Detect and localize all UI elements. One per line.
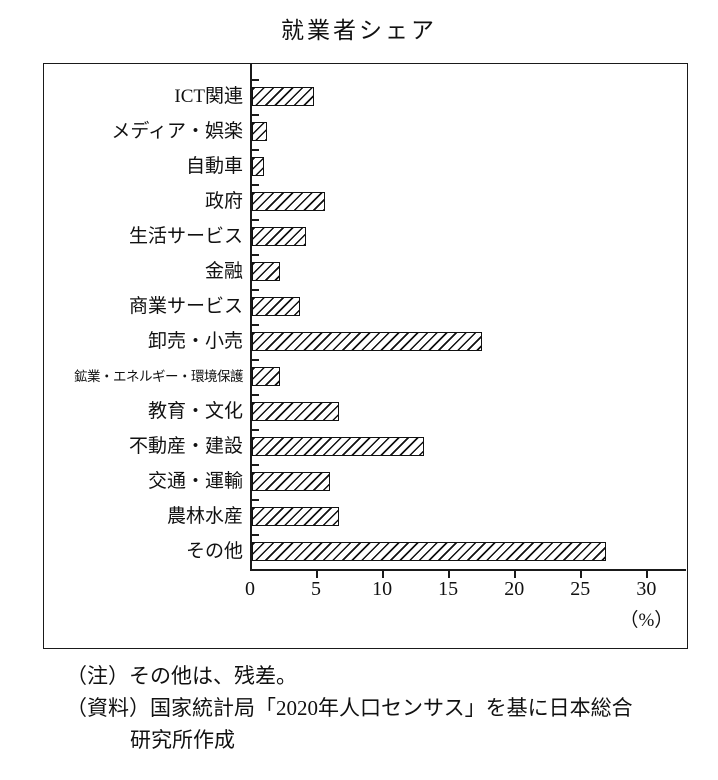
x-axis-tick-15 xyxy=(448,569,450,578)
bar-1 xyxy=(252,122,267,141)
y-axis-line xyxy=(250,64,252,571)
category-boundary-tick xyxy=(252,254,259,256)
bar-12 xyxy=(252,507,340,526)
category-label-13: その他 xyxy=(185,541,243,562)
x-axis-tick-label-30: 30 xyxy=(636,578,657,600)
bar-7 xyxy=(252,332,482,351)
bar-6 xyxy=(252,297,300,316)
bar-2 xyxy=(252,157,264,176)
category-boundary-tick xyxy=(252,149,259,151)
note-text: その他は、残差。 xyxy=(129,664,297,688)
category-boundary-tick xyxy=(252,464,259,466)
bar-4 xyxy=(252,227,307,246)
x-axis-tick-10 xyxy=(382,569,384,578)
note-label: （注） xyxy=(66,664,129,688)
category-label-4: 生活サービス xyxy=(128,226,243,247)
category-label-6: 商業サービス xyxy=(128,296,243,317)
category-boundary-tick xyxy=(252,394,259,396)
category-label-3: 政府 xyxy=(204,191,243,212)
category-label-1: メディア・娯楽 xyxy=(111,121,243,142)
category-label-9: 教育・文化 xyxy=(147,401,243,422)
category-label-7: 卸売・小売 xyxy=(147,331,243,352)
footnotes: （注）その他は、残差。 （資料）国家統計局「2020年人口センサス」を基に日本総… xyxy=(66,660,686,756)
bar-3 xyxy=(252,192,325,211)
x-axis-tick-25 xyxy=(580,569,582,578)
chart-title: 就業者シェア xyxy=(281,18,437,43)
x-axis-tick-label-20: 20 xyxy=(504,578,525,600)
x-axis-tick-5 xyxy=(316,569,318,578)
x-axis-tick-30 xyxy=(646,569,648,578)
category-boundary-tick xyxy=(252,219,259,221)
category-label-10: 不動産・建設 xyxy=(128,436,243,457)
bar-0 xyxy=(252,87,315,106)
x-axis-tick-label-5: 5 xyxy=(311,578,322,600)
category-label-5: 金融 xyxy=(204,261,243,282)
bar-10 xyxy=(252,437,424,456)
category-label-8: 鉱業・エネルギー・環境保護 xyxy=(74,369,244,384)
note-line: （注）その他は、残差。 xyxy=(66,660,686,692)
category-boundary-tick xyxy=(252,79,259,81)
category-boundary-tick xyxy=(252,114,259,116)
category-boundary-tick xyxy=(252,289,259,291)
category-boundary-tick xyxy=(252,534,259,536)
bar-5 xyxy=(252,262,280,281)
source-line-continued: 研究所作成 xyxy=(130,728,235,752)
category-boundary-tick xyxy=(252,429,259,431)
x-axis-line xyxy=(250,569,686,571)
source-text: 国家統計局「2020年人口センサス」を基に日本総合 xyxy=(150,696,633,720)
bar-9 xyxy=(252,402,340,421)
bar-8 xyxy=(252,367,280,386)
category-label-12: 農林水産 xyxy=(166,506,243,527)
x-axis-tick-20 xyxy=(514,569,516,578)
x-axis-tick-label-15: 15 xyxy=(438,578,459,600)
plot-area xyxy=(250,64,686,571)
category-label-11: 交通・運輸 xyxy=(147,471,243,492)
bar-11 xyxy=(252,472,330,491)
category-boundary-tick xyxy=(252,184,259,186)
percent-unit-label: （%） xyxy=(619,610,674,631)
category-boundary-tick xyxy=(252,324,259,326)
category-label-2: 自動車 xyxy=(185,156,243,177)
category-boundary-tick xyxy=(252,499,259,501)
x-axis-tick-label-10: 10 xyxy=(372,578,393,600)
source-line: （資料）国家統計局「2020年人口センサス」を基に日本総合 xyxy=(66,692,686,724)
chart-frame: （%） ICT関連メディア・娯楽自動車政府生活サービス金融商業サービス卸売・小売… xyxy=(43,63,688,649)
category-boundary-tick xyxy=(252,359,259,361)
x-axis-tick-label-25: 25 xyxy=(570,578,591,600)
category-label-0: ICT関連 xyxy=(174,86,243,107)
source-label: （資料） xyxy=(66,696,150,720)
x-axis-tick-label-0: 0 xyxy=(245,578,255,600)
bar-13 xyxy=(252,542,607,561)
